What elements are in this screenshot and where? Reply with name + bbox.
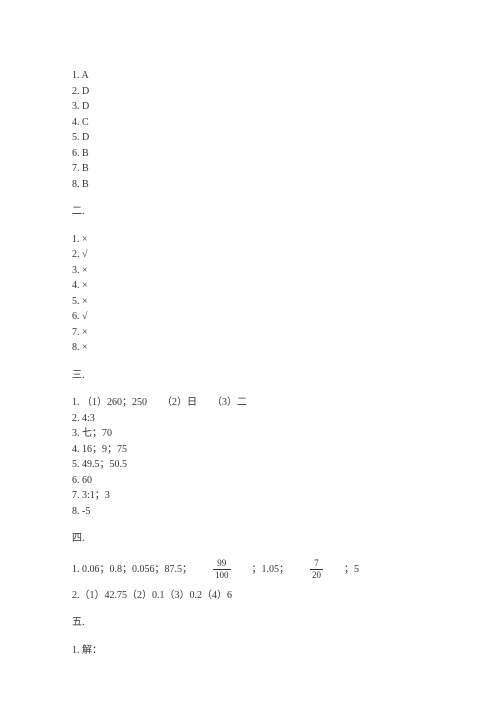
answer-item: 6. √: [72, 309, 428, 325]
section-four: 1. 0.06；0.8；0.056；87.5；99100；1.05；720；5 …: [72, 559, 428, 604]
fraction: 99100: [213, 559, 231, 580]
fraction-denominator: 20: [310, 570, 323, 580]
answer-item: 5. D: [72, 130, 428, 146]
answer-item: 2. √: [72, 247, 428, 263]
text-suffix: ；5: [344, 563, 359, 574]
text-prefix: 1. 0.06；0.8；0.056；87.5；: [72, 563, 192, 574]
answer-item: 7. B: [72, 161, 428, 177]
section-four-header: 四.: [72, 531, 428, 547]
answer-item: 3. 七；70: [72, 426, 428, 442]
answer-item: 1. （1）260；250 （2）日 （3）二: [72, 395, 428, 411]
answer-item: 2.（1）42.75（2）0.1（3）0.2（4）6: [72, 588, 428, 604]
answer-item: 7. ×: [72, 325, 428, 341]
answer-item: 1. A: [72, 68, 428, 84]
section-five-header: 五.: [72, 615, 428, 631]
fraction: 720: [310, 559, 323, 580]
answer-item: 2. D: [72, 84, 428, 100]
answer-item: 5. ×: [72, 294, 428, 310]
section-three: 1. （1）260；250 （2）日 （3）二 2. 4:3 3. 七；70 4…: [72, 395, 428, 519]
section-one: 1. A 2. D 3. D 4. C 5. D 6. B 7. B 8. B: [72, 68, 428, 192]
fraction-numerator: 7: [310, 559, 323, 570]
answer-item: 6. B: [72, 146, 428, 162]
section-five: 1. 解：: [72, 643, 428, 659]
fraction-denominator: 100: [213, 570, 231, 580]
section-two-header: 二.: [72, 204, 428, 220]
answer-item: 4. ×: [72, 278, 428, 294]
answer-item: 6. 60: [72, 473, 428, 489]
answer-item: 8. ×: [72, 340, 428, 356]
answer-item: 3. ×: [72, 263, 428, 279]
answer-item: 1. ×: [72, 232, 428, 248]
answer-item: 4. 16；9；75: [72, 442, 428, 458]
text-mid: ；1.05；: [252, 563, 290, 574]
answer-item-with-fractions: 1. 0.06；0.8；0.056；87.5； 99100 ；1.05； 720 ；5: [72, 559, 428, 580]
answer-item: 1. 解：: [72, 643, 428, 659]
section-three-header: 三.: [72, 368, 428, 384]
section-two: 1. × 2. √ 3. × 4. × 5. × 6. √ 7. × 8. ×: [72, 232, 428, 356]
answer-item: 5. 49.5；50.5: [72, 457, 428, 473]
answer-item: 8. -5: [72, 504, 428, 520]
fraction-numerator: 99: [213, 559, 231, 570]
answer-item: 2. 4:3: [72, 411, 428, 427]
answer-item: 3. D: [72, 99, 428, 115]
answer-item: 7. 3:1；3: [72, 488, 428, 504]
answer-item: 4. C: [72, 115, 428, 131]
answer-item: 8. B: [72, 177, 428, 193]
